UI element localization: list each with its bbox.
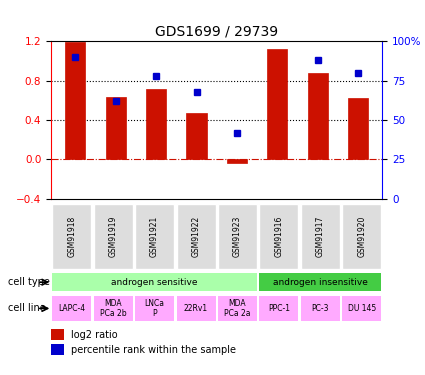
Title: GDS1699 / 29739: GDS1699 / 29739 [155, 25, 278, 39]
Bar [94, 296, 133, 321]
Text: LNCa
P: LNCa P [144, 299, 164, 318]
Text: PC-3: PC-3 [312, 304, 329, 313]
Bar [227, 159, 247, 164]
Bar [52, 273, 257, 291]
Bar [176, 296, 215, 321]
FancyBboxPatch shape [176, 204, 215, 268]
FancyBboxPatch shape [259, 204, 298, 268]
Bar [301, 296, 340, 321]
FancyBboxPatch shape [94, 204, 133, 268]
Text: androgen sensitive: androgen sensitive [111, 278, 198, 287]
FancyBboxPatch shape [135, 204, 174, 268]
Text: cell line: cell line [8, 303, 46, 313]
FancyBboxPatch shape [52, 204, 91, 268]
Text: androgen insensitive: androgen insensitive [273, 278, 368, 287]
Text: log2 ratio: log2 ratio [71, 330, 118, 340]
Text: DU 145: DU 145 [348, 304, 376, 313]
Text: GSM91923: GSM91923 [233, 216, 242, 257]
Bar [267, 49, 287, 159]
Bar [105, 98, 126, 159]
Text: GSM91916: GSM91916 [275, 216, 283, 257]
Bar [259, 273, 381, 291]
Bar [259, 296, 298, 321]
Text: GSM91921: GSM91921 [150, 216, 159, 257]
Bar [342, 296, 381, 321]
Bar [51, 344, 64, 355]
Text: 22Rv1: 22Rv1 [184, 304, 208, 313]
Bar [187, 113, 207, 159]
Text: GSM91917: GSM91917 [316, 216, 325, 257]
Bar [218, 296, 257, 321]
Text: GSM91919: GSM91919 [109, 216, 118, 257]
Text: MDA
PCa 2a: MDA PCa 2a [224, 299, 251, 318]
Text: GSM91918: GSM91918 [67, 216, 76, 257]
FancyBboxPatch shape [342, 204, 381, 268]
Text: PPC-1: PPC-1 [268, 304, 290, 313]
Bar [308, 73, 328, 159]
Bar [65, 42, 85, 159]
Bar [52, 296, 91, 321]
Text: LAPC-4: LAPC-4 [58, 304, 85, 313]
FancyBboxPatch shape [218, 204, 257, 268]
Bar [51, 329, 64, 340]
FancyBboxPatch shape [301, 204, 340, 268]
Text: GSM91922: GSM91922 [192, 216, 201, 257]
Bar [348, 98, 368, 159]
Bar [146, 88, 166, 159]
Text: MDA
PCa 2b: MDA PCa 2b [100, 299, 127, 318]
Bar [135, 296, 174, 321]
Text: percentile rank within the sample: percentile rank within the sample [71, 345, 236, 355]
Text: cell type: cell type [8, 277, 51, 287]
Text: GSM91920: GSM91920 [357, 216, 366, 257]
